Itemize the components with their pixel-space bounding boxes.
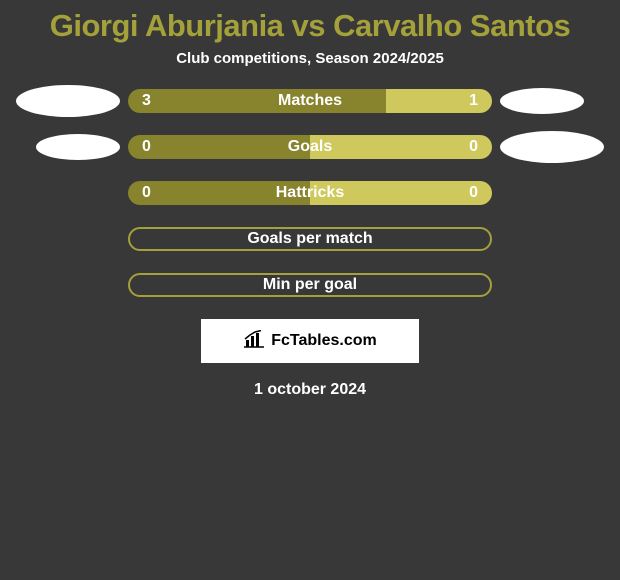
stat-row: Goals per match: [8, 227, 612, 251]
stat-bar-left: 3: [128, 89, 386, 113]
stat-bar-right: 0: [310, 181, 492, 205]
stat-bar: 00Hattricks: [128, 181, 492, 205]
avatar-slot-left: [8, 85, 128, 117]
stat-row: 00Goals: [8, 135, 612, 159]
stat-row: 31Matches: [8, 89, 612, 113]
logo-text: FcTables.com: [271, 332, 377, 350]
stat-row: 00Hattricks: [8, 181, 612, 205]
stat-bar-right: [144, 229, 158, 249]
stat-bar: Goals per match: [128, 227, 492, 251]
stat-bar-left: [130, 229, 144, 249]
fctables-logo: FcTables.com: [201, 319, 419, 363]
stat-bar-right: 1: [386, 89, 492, 113]
avatar-slot-right: [492, 131, 612, 163]
stats-rows: 31Matches 00Goals 00Hattricks Goals per mat…: [0, 89, 620, 297]
bar-chart-icon: [243, 330, 265, 353]
comparison-title: Giorgi Aburjania vs Carvalho Santos: [0, 0, 620, 50]
stat-bar-left: 0: [128, 181, 310, 205]
stat-bar-right: 0: [310, 135, 492, 159]
player-avatar-right: [492, 88, 612, 114]
player-avatar-left: [8, 134, 128, 160]
stat-row: Min per goal: [8, 273, 612, 297]
stat-bar: 00Goals: [128, 135, 492, 159]
stat-bar: 31Matches: [128, 89, 492, 113]
stat-bar-left: 0: [128, 135, 310, 159]
avatar-slot-right: [492, 88, 612, 114]
player-avatar-right: [492, 131, 612, 163]
stat-bar-left: [130, 275, 144, 295]
stat-label: Goals per match: [130, 229, 490, 249]
stat-label: Min per goal: [130, 275, 490, 295]
avatar-slot-left: [8, 134, 128, 160]
stat-bar-right: [144, 275, 158, 295]
footer-date: 1 october 2024: [0, 381, 620, 399]
comparison-subtitle: Club competitions, Season 2024/2025: [0, 50, 620, 89]
player-avatar-left: [8, 85, 128, 117]
stat-bar: Min per goal: [128, 273, 492, 297]
